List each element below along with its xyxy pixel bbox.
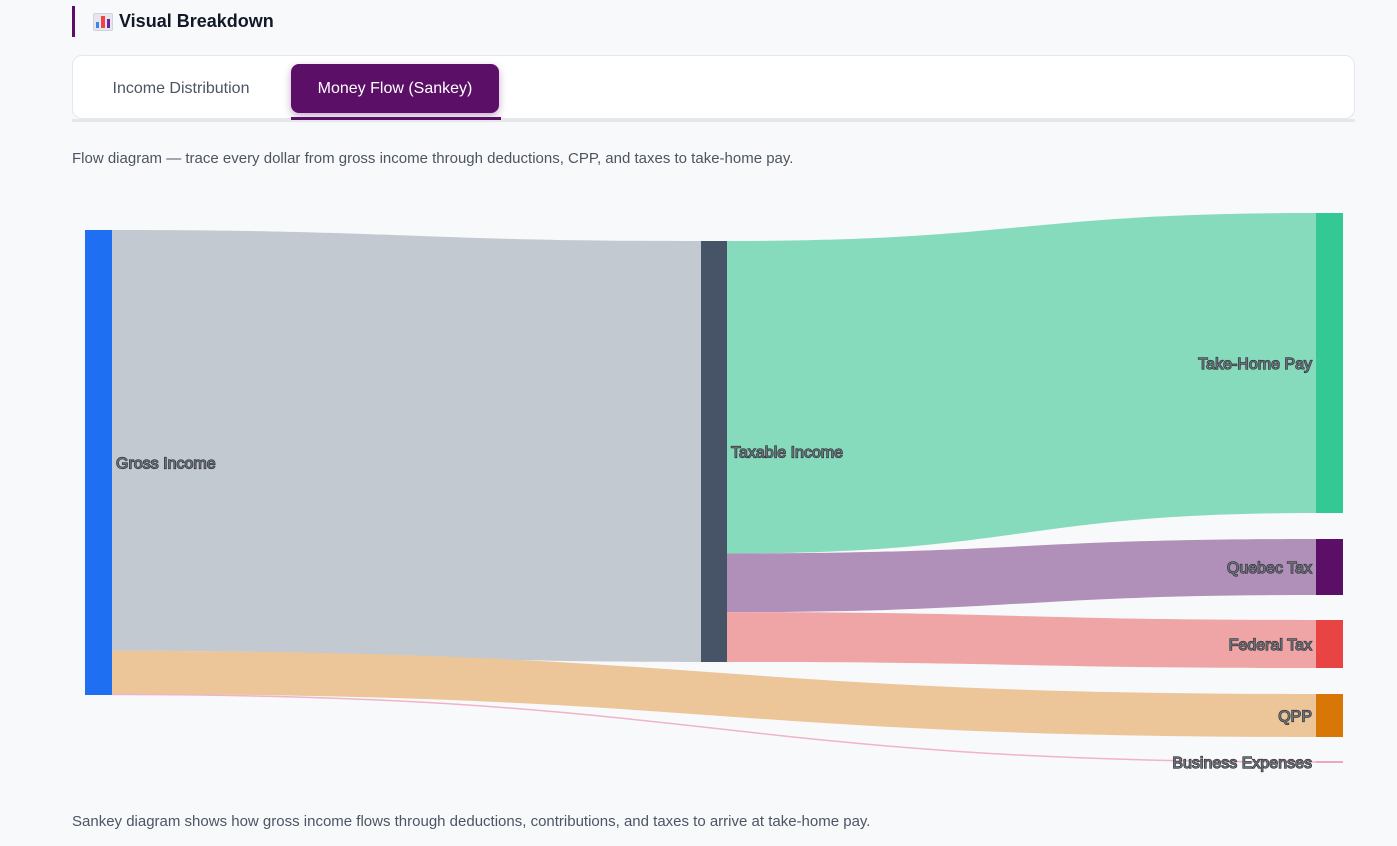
- sankey-label-federal: Federal Tax: [1229, 637, 1312, 654]
- sankey-label-takehome: Take-Home Pay: [1198, 356, 1312, 373]
- tab-money-flow-sankey[interactable]: Money Flow (Sankey): [291, 64, 499, 113]
- active-tab-indicator: [291, 117, 501, 120]
- sankey-label-qpp: QPP: [1278, 709, 1312, 726]
- tab-income-distribution[interactable]: Income Distribution: [112, 79, 250, 97]
- sankey-link-taxable-federal: [727, 612, 1316, 668]
- sankey-label-quebec: Quebec Tax: [1227, 560, 1312, 577]
- section-title: Visual Breakdown: [119, 11, 274, 31]
- sankey-label-business: Business Expenses: [1172, 755, 1312, 772]
- sankey-node-qpp: [1316, 694, 1343, 737]
- sankey-link-taxable-takehome: [727, 213, 1316, 554]
- sankey-node-gross: [85, 230, 112, 695]
- sankey-chart: Gross Income Taxable Income Take-Home Pay Q…: [85, 213, 1343, 773]
- sankey-label-taxable: Taxable Income: [731, 445, 843, 462]
- sankey-link-gross-taxable: [112, 230, 701, 662]
- sankey-link-taxable-quebec: [727, 539, 1316, 613]
- bar-chart-icon: [93, 12, 113, 31]
- sankey-link-gross-qpp: [112, 650, 1316, 737]
- sankey-label-gross: Gross Income: [116, 456, 216, 473]
- sankey-node-takehome: [1316, 213, 1343, 513]
- chart-footnote: Sankey diagram shows how gross income fl…: [72, 813, 871, 830]
- tab-bar: Income Distribution Money Flow (Sankey): [72, 55, 1355, 119]
- sankey-node-federal: [1316, 620, 1343, 668]
- section-header: Visual Breakdown: [72, 6, 274, 37]
- sankey-link-gross-business: [111, 693, 1317, 763]
- sankey-node-taxable: [701, 241, 727, 662]
- sankey-node-business: [1316, 761, 1343, 763]
- sankey-node-quebec: [1316, 539, 1343, 595]
- chart-description: Flow diagram — trace every dollar from g…: [72, 150, 794, 167]
- sankey-nodes: Gross Income Taxable Income Take-Home Pay Q…: [85, 213, 1343, 773]
- sankey-links: [111, 213, 1317, 763]
- tab-bar-divider: [72, 119, 1355, 122]
